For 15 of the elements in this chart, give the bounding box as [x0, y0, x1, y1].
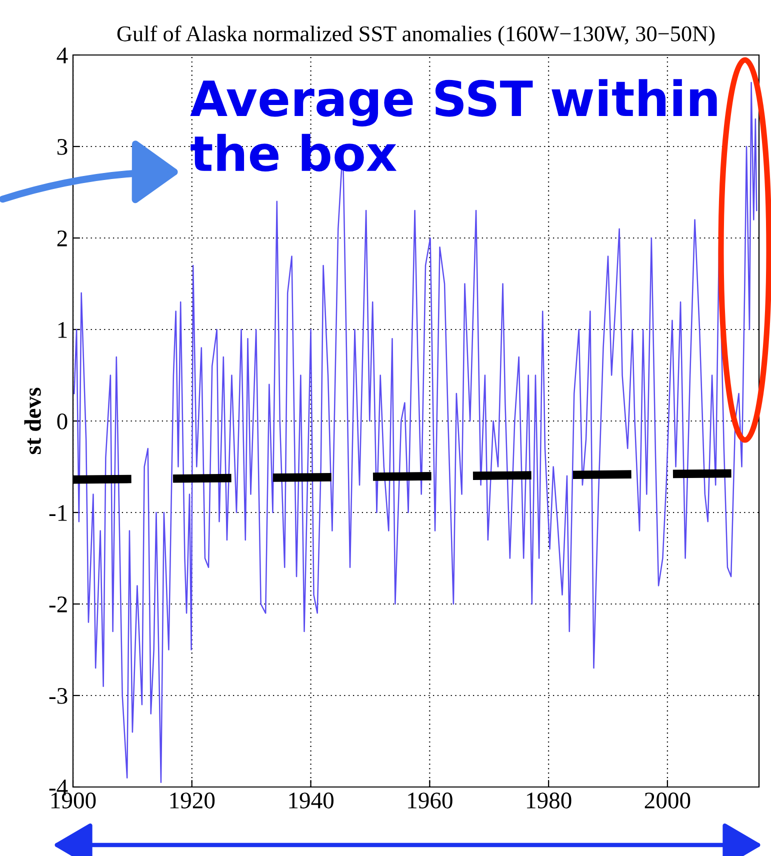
y-tick-label: 2	[57, 230, 67, 246]
x-tick-label: 1980	[527, 792, 572, 808]
y-tick-label: 3	[57, 139, 68, 155]
y-tick-label: -1	[49, 505, 67, 521]
y-tick-label: -3	[49, 688, 68, 704]
y-axis-title: st devs	[24, 388, 41, 454]
x-tick-label: 1960	[408, 792, 452, 808]
x-tick-label: 1940	[289, 792, 334, 808]
x-tick-label: 2000	[644, 792, 690, 808]
x-tick-label: 1920	[170, 792, 215, 808]
y-tick-label: 4	[56, 48, 68, 64]
chart-title: Gulf of Alaska normalized SST anomalies (160W−130W, 30−50N)	[117, 25, 715, 46]
y-tick-label: 1	[58, 322, 67, 338]
y-tick-label: -2	[49, 596, 67, 612]
y-tick-label: 0	[57, 413, 68, 430]
